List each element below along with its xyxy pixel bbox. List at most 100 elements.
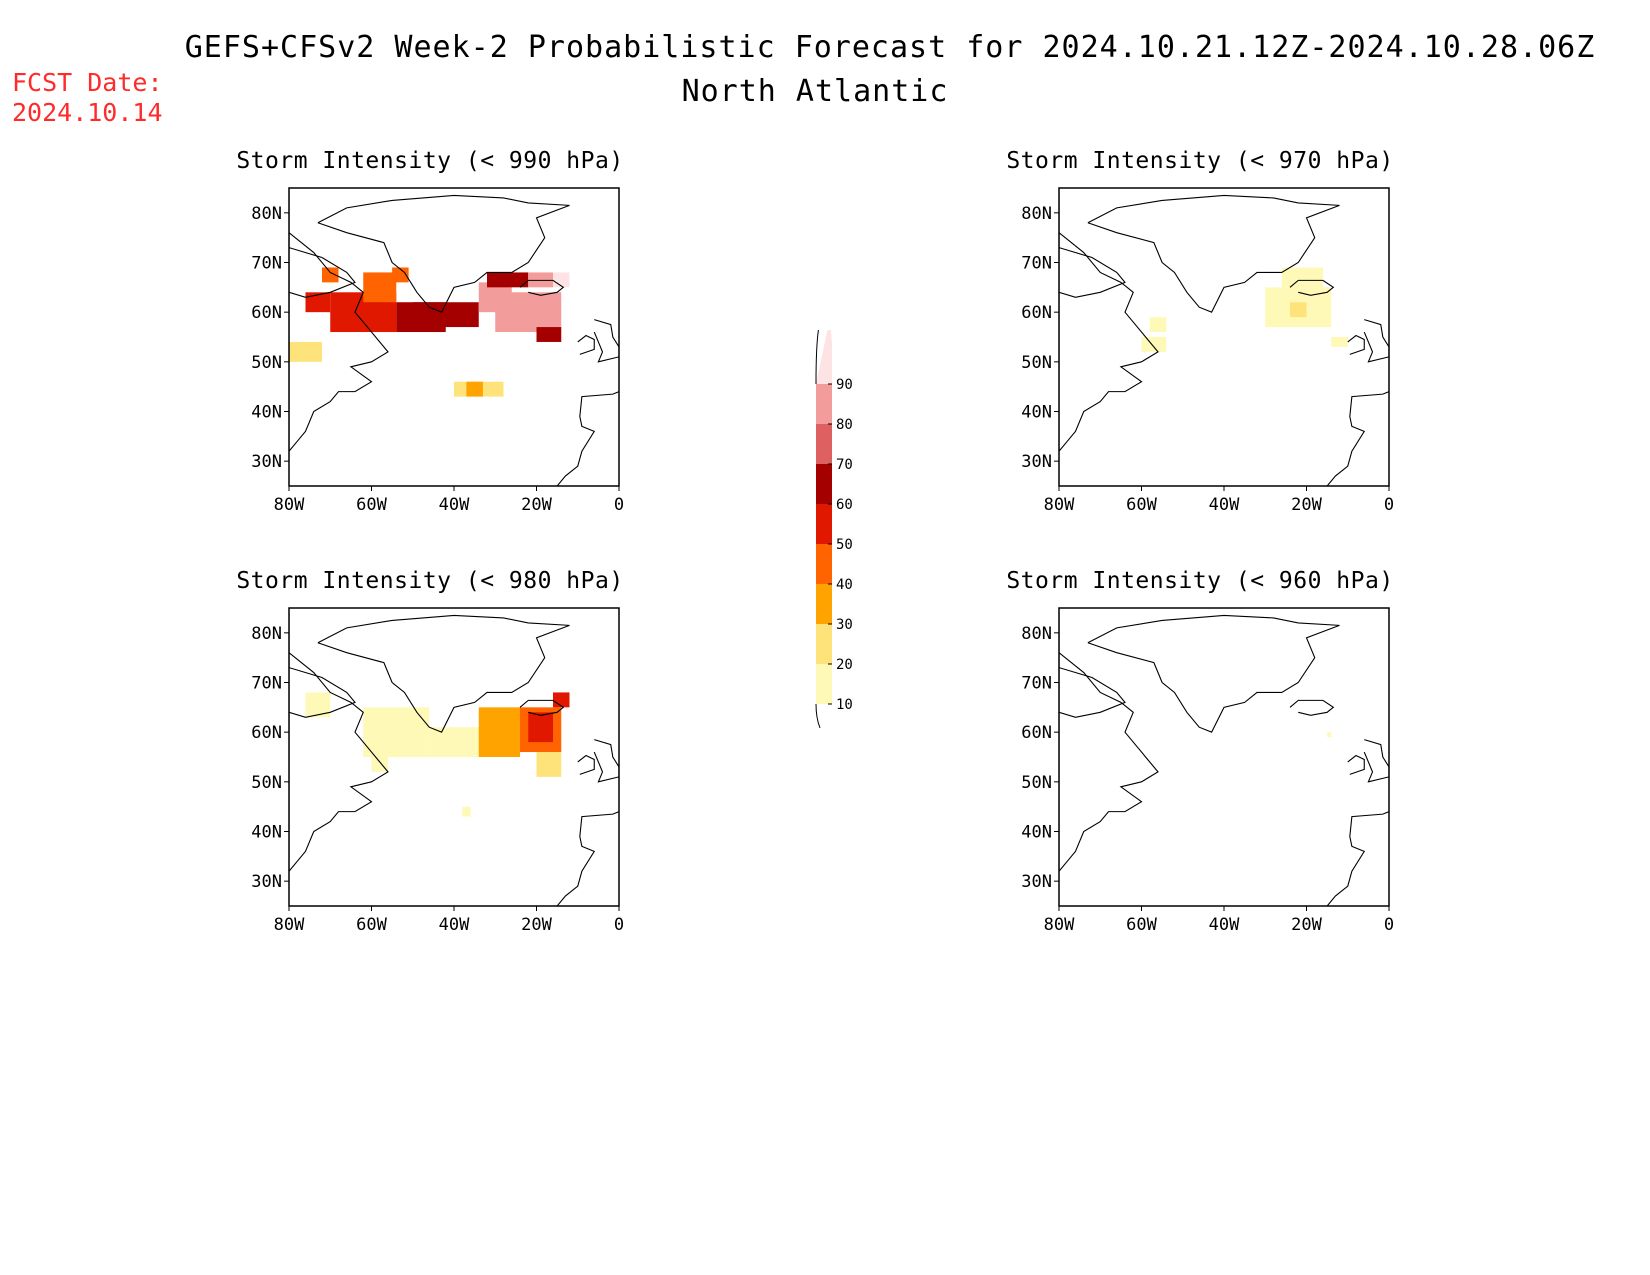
probability-cell <box>412 302 479 328</box>
probability-cell <box>478 707 520 757</box>
iceland-coast <box>519 279 565 296</box>
greenland-coast <box>317 614 570 733</box>
lat-tick-label: 70N <box>1021 254 1052 274</box>
lat-tick-label: 60N <box>251 303 282 323</box>
lon-tick-label: 20W <box>1291 915 1322 935</box>
figure-title: GEFS+CFSv2 Week-2 Probabilistic Forecast… <box>184 30 1596 65</box>
iceland-coast <box>519 699 565 716</box>
colorbar-lower-extension <box>815 703 821 729</box>
iberia-africa-coast <box>556 391 619 486</box>
colorbar-label: 20 <box>836 657 853 673</box>
iberia-africa-coast <box>1326 811 1389 906</box>
lon-tick-label: 60W <box>356 915 387 935</box>
map-frame <box>1058 607 1390 907</box>
north-america-coast <box>289 192 389 453</box>
lat-tick-label: 40N <box>1021 823 1052 843</box>
lon-tick-label: 20W <box>1291 495 1322 515</box>
lon-tick-label: 40W <box>439 495 470 515</box>
lon-tick-label: 40W <box>1209 915 1240 935</box>
british-isles-coast <box>593 739 619 783</box>
probability-cell <box>363 272 397 303</box>
lat-tick-label: 30N <box>251 872 282 892</box>
north-america-coast <box>289 612 389 873</box>
lat-tick-label: 80N <box>251 204 282 224</box>
map-plot: 80N 70N 60N 50N 40N 30N 80W 60W 40W 20W 0 <box>251 607 624 935</box>
lat-tick-label: 70N <box>251 674 282 694</box>
ireland-coast <box>1347 754 1365 775</box>
north-america-coast <box>1059 192 1159 453</box>
map-panel-980hpa: Storm Intensity (< 980 hPa) 80N 70N 60N 50N… <box>225 568 645 948</box>
lon-tick-label: 80W <box>1044 495 1075 515</box>
lat-tick-label: 80N <box>1021 204 1052 224</box>
lat-tick-label: 40N <box>251 823 282 843</box>
panel-title: Storm Intensity (< 990 hPa) <box>236 148 624 174</box>
british-isles-coast <box>593 319 619 363</box>
map-panel-970hpa: Storm Intensity (< 970 hPa) 80N 70N 60N 50N… <box>995 148 1415 528</box>
map-panel-990hpa: Storm Intensity (< 990 hPa) 80N 70N 60N 50N… <box>225 148 645 528</box>
colorbar-bin <box>816 384 832 424</box>
lat-tick-label: 50N <box>251 353 282 373</box>
baffin-island-coast <box>289 247 356 298</box>
probability-cell <box>363 707 430 757</box>
baffin-island-coast <box>289 667 356 718</box>
iberia-africa-coast <box>1326 391 1389 486</box>
ireland-coast <box>577 754 595 775</box>
greenland-coast <box>1087 614 1340 733</box>
map-panel-960hpa: Storm Intensity (< 960 hPa) 80N 70N 60N 50N… <box>995 568 1415 948</box>
lat-tick-label: 50N <box>1021 353 1052 373</box>
lat-tick-label: 60N <box>251 723 282 743</box>
lat-tick-label: 30N <box>1021 872 1052 892</box>
probability-cell <box>305 292 331 313</box>
colorbar-bin <box>816 464 832 504</box>
probability-cell <box>1149 317 1167 333</box>
lat-tick-label: 80N <box>1021 624 1052 644</box>
probability-cell <box>462 806 471 817</box>
probability-cell <box>371 757 388 772</box>
iberia-africa-coast <box>556 811 619 906</box>
colorbar-label: 60 <box>836 497 853 513</box>
north-america-coast <box>1059 612 1159 873</box>
probability-cell <box>1331 337 1348 347</box>
colorbar-label: 50 <box>836 537 853 553</box>
probability-cell <box>1327 732 1332 738</box>
probability-colorbar: 10 20 30 40 50 60 70 80 90 <box>815 330 853 729</box>
lon-tick-label: 0 <box>1384 495 1394 515</box>
probability-cell <box>495 292 562 333</box>
probability-cell <box>392 267 409 283</box>
colorbar-label: 90 <box>836 377 853 393</box>
probability-cell <box>289 341 322 362</box>
lon-tick-label: 80W <box>274 915 305 935</box>
colorbar-label: 30 <box>836 617 853 633</box>
iceland-coast <box>1289 699 1335 716</box>
map-plot: 80N 70N 60N 50N 40N 30N 80W 60W 40W 20W 0 <box>1021 607 1394 935</box>
lat-tick-label: 30N <box>251 452 282 472</box>
lat-tick-label: 40N <box>1021 403 1052 423</box>
iceland-coast <box>1289 279 1335 296</box>
lon-tick-label: 60W <box>1126 915 1157 935</box>
panel-title: Storm Intensity (< 960 hPa) <box>1006 568 1394 594</box>
colorbar-label: 10 <box>836 697 853 713</box>
lat-tick-label: 50N <box>1021 773 1052 793</box>
probability-cell <box>553 692 570 708</box>
colorbar-bin <box>816 584 832 624</box>
lat-tick-label: 70N <box>251 254 282 274</box>
probability-cell <box>466 381 483 397</box>
lon-tick-label: 40W <box>439 915 470 935</box>
panel-title: Storm Intensity (< 980 hPa) <box>236 568 624 594</box>
lat-tick-label: 80N <box>251 624 282 644</box>
greenland-coast <box>1087 194 1340 313</box>
colorbar-bin <box>816 544 832 584</box>
british-isles-coast <box>1363 739 1389 783</box>
lon-tick-label: 20W <box>521 915 552 935</box>
probability-cell <box>553 272 570 288</box>
probability-cell <box>1141 337 1167 352</box>
lon-tick-label: 80W <box>274 495 305 515</box>
forecast-date-label: FCST Date: <box>12 68 163 97</box>
ireland-coast <box>577 334 595 355</box>
region-subtitle: North Atlantic <box>681 74 949 109</box>
lon-tick-label: 20W <box>521 495 552 515</box>
lat-tick-label: 50N <box>251 773 282 793</box>
probability-cell <box>528 712 553 743</box>
lon-tick-label: 60W <box>1126 495 1157 515</box>
lat-tick-label: 70N <box>1021 674 1052 694</box>
